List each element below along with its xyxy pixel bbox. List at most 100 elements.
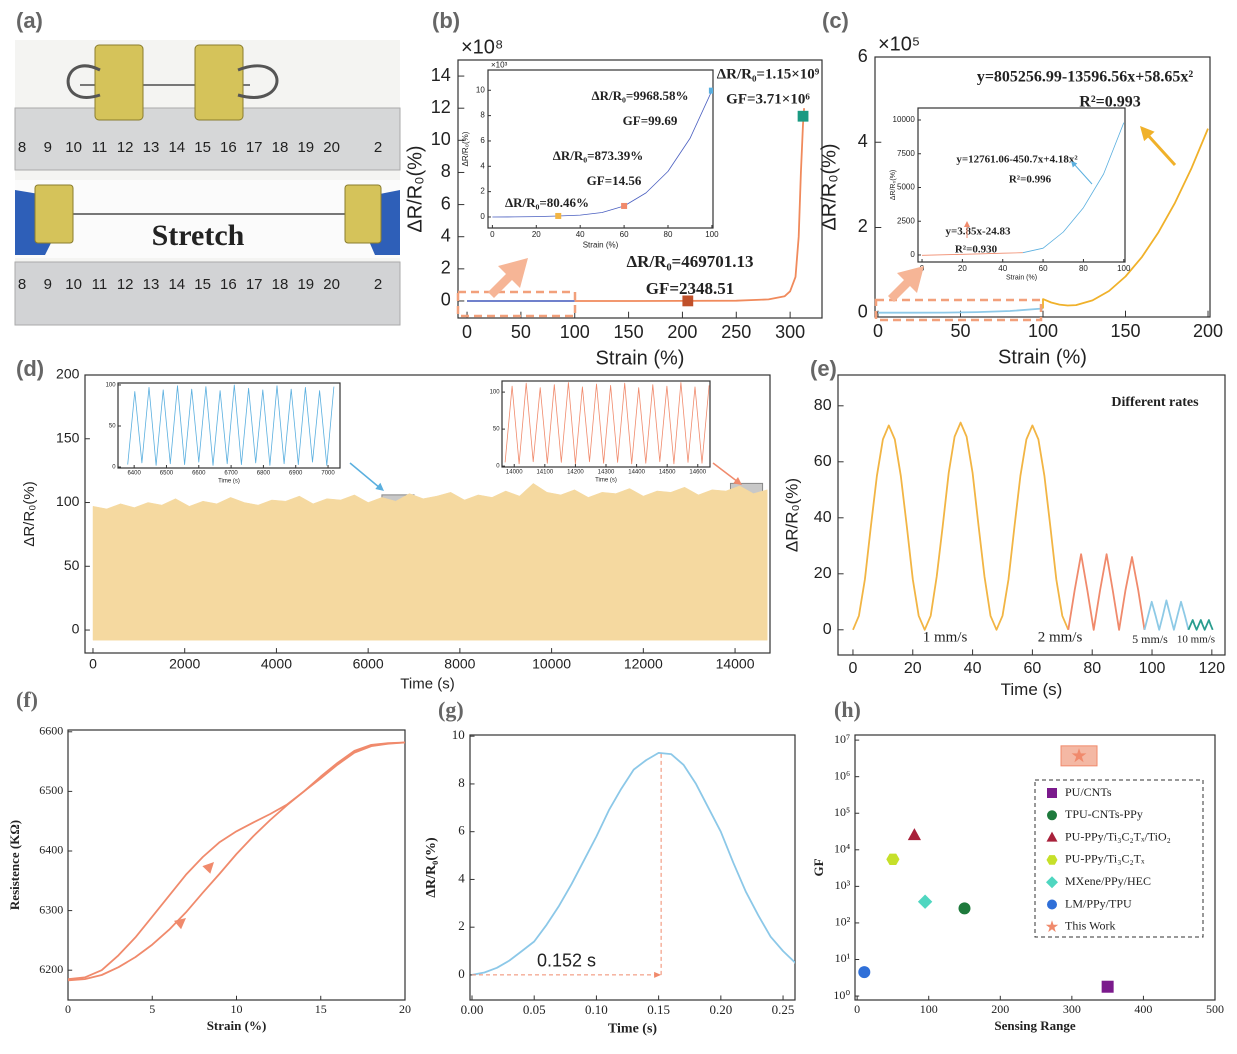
marker	[555, 212, 562, 219]
x-tick-label: 12000	[624, 656, 663, 672]
panel-label: (c)	[822, 8, 849, 33]
arrow	[1143, 130, 1177, 167]
x-axis-label: Time (s)	[595, 477, 617, 483]
x-tick-label: 0	[462, 322, 472, 342]
y-tick-label: 14	[431, 65, 451, 85]
y-tick-label: 2	[458, 918, 465, 933]
x-tick-label: 80	[1079, 264, 1088, 273]
arrow-head	[375, 482, 384, 491]
y-tick-label: 10	[431, 129, 451, 149]
plot-area	[487, 69, 714, 229]
y-tick-label: 50	[109, 424, 116, 430]
y-tick-label: 6200	[39, 962, 63, 976]
y-tick-label: 20	[814, 565, 832, 582]
panel-label: (b)	[432, 8, 460, 33]
panel-label: (g)	[438, 697, 464, 722]
photo-panel: Stretch (a) 8 9 10 11 12 13 14 15 16 17 18 19 20 28 9 1…	[14, 8, 401, 326]
ruler-number: 15	[194, 276, 211, 293]
x-tick-label: 6800	[257, 471, 271, 477]
x-tick-label: 400	[1134, 1002, 1152, 1016]
marker	[1046, 876, 1058, 889]
y-axis-label: GF	[811, 858, 826, 876]
y-tick-label: 2	[441, 258, 451, 278]
annotation: ΔR/R₀=469701.13	[627, 252, 754, 271]
x-tick-label: 100	[1139, 660, 1166, 677]
panel-label: (a)	[16, 8, 43, 33]
y-tick-label: 7500	[897, 149, 915, 158]
x-axis-label: Time (s)	[608, 1021, 657, 1036]
x-tick-label: 60	[1039, 264, 1048, 273]
plot-area	[67, 729, 406, 1001]
clip	[344, 184, 382, 244]
legend-label: MXene/PPy/HEC	[1065, 874, 1151, 888]
x-tick-label: 200	[991, 1002, 1009, 1016]
x-tick-label: 100	[1117, 264, 1131, 273]
chart-panel: 6400 6500 6600 6700 6800 6900 7000 0 50 100 Time (…	[106, 382, 341, 484]
y-tick-label: 10³	[835, 878, 851, 892]
y-tick-label: 80	[814, 397, 832, 414]
y-tick-label: 50	[493, 427, 500, 433]
x-tick-label: 40	[998, 264, 1007, 273]
y-tick-label: 8	[480, 111, 485, 120]
y-axis-label: ΔR/R₀(%)	[461, 131, 470, 166]
clip	[194, 44, 244, 121]
marker	[1047, 788, 1057, 798]
marker	[708, 87, 713, 94]
x-tick-label: 120	[1198, 660, 1225, 677]
annotation: y=12761.06-450.7x+4.18x²	[956, 154, 1078, 166]
series-group	[92, 483, 768, 641]
ruler-number: 14	[168, 276, 185, 293]
series-group	[858, 745, 1114, 993]
series-label: 1 mm/s	[923, 629, 968, 645]
axis-multiplier: ×10⁸	[461, 36, 503, 58]
y-tick-label: 10⁶	[834, 768, 850, 782]
zoom-box	[456, 290, 577, 318]
y-tick-label: 2	[480, 187, 485, 196]
series-line	[127, 384, 335, 466]
series-line	[492, 90, 713, 218]
ruler-number: 10	[65, 139, 82, 156]
x-tick-label: 10	[231, 1002, 243, 1016]
axis-multiplier: ×10³	[491, 60, 508, 69]
y-tick-label: 0	[858, 301, 868, 321]
series-line	[471, 752, 795, 976]
x-tick-label: 6000	[353, 656, 384, 672]
y-tick-label: 150	[56, 429, 80, 445]
clip-handle	[66, 64, 279, 99]
x-tick-label: 4000	[261, 656, 292, 672]
marker	[917, 894, 933, 909]
y-tick-label: 10⁷	[834, 732, 850, 746]
series-group	[68, 741, 405, 982]
plot-area	[837, 374, 1226, 656]
y-tick-label: 0	[441, 290, 451, 310]
x-tick-label: 50	[511, 322, 531, 342]
legend-label: PU-PPy/Ti₃C₂Tₓ/TiO₂	[1065, 829, 1171, 843]
x-tick-label: 20	[904, 660, 922, 677]
ruler-number: 14	[168, 139, 185, 156]
x-tick-label: 6600	[192, 471, 206, 477]
annotation: ΔR/R₀=1.15×10⁹	[717, 66, 820, 82]
ruler-number: 20	[323, 276, 340, 293]
chart-panel: 14000 14100 14200 14300 14400 14500 14600 0 50 10…	[490, 380, 711, 483]
ruler-number: 18	[272, 139, 289, 156]
ruler-number: 2	[374, 276, 382, 293]
y-tick-label: 0	[112, 465, 116, 471]
arrow-head	[964, 221, 970, 227]
plot-area	[117, 382, 341, 469]
series-group	[504, 382, 710, 465]
x-tick-label: 80	[664, 230, 673, 239]
legend-label: TPU-CNTs-PPy	[1065, 807, 1143, 821]
y-tick-label: 10000	[893, 115, 916, 124]
clip	[94, 44, 144, 121]
clip	[34, 184, 74, 244]
y-tick-label: 6500	[39, 783, 63, 797]
chart-panel: 0.00 0.05 0.10 0.15 0.20 0.25 0 2 4 6 8 10 Time (s) Δ…	[424, 697, 796, 1036]
annotation: GF=99.69	[623, 113, 678, 128]
x-tick-label: 250	[721, 322, 751, 342]
x-tick-label: 0.10	[585, 1002, 608, 1017]
marker	[858, 966, 871, 979]
legend-label: PU-PPy/Ti₃C₂Tₓ	[1065, 852, 1145, 866]
x-tick-label: 200	[667, 322, 697, 342]
zoom-arrow	[488, 258, 528, 298]
